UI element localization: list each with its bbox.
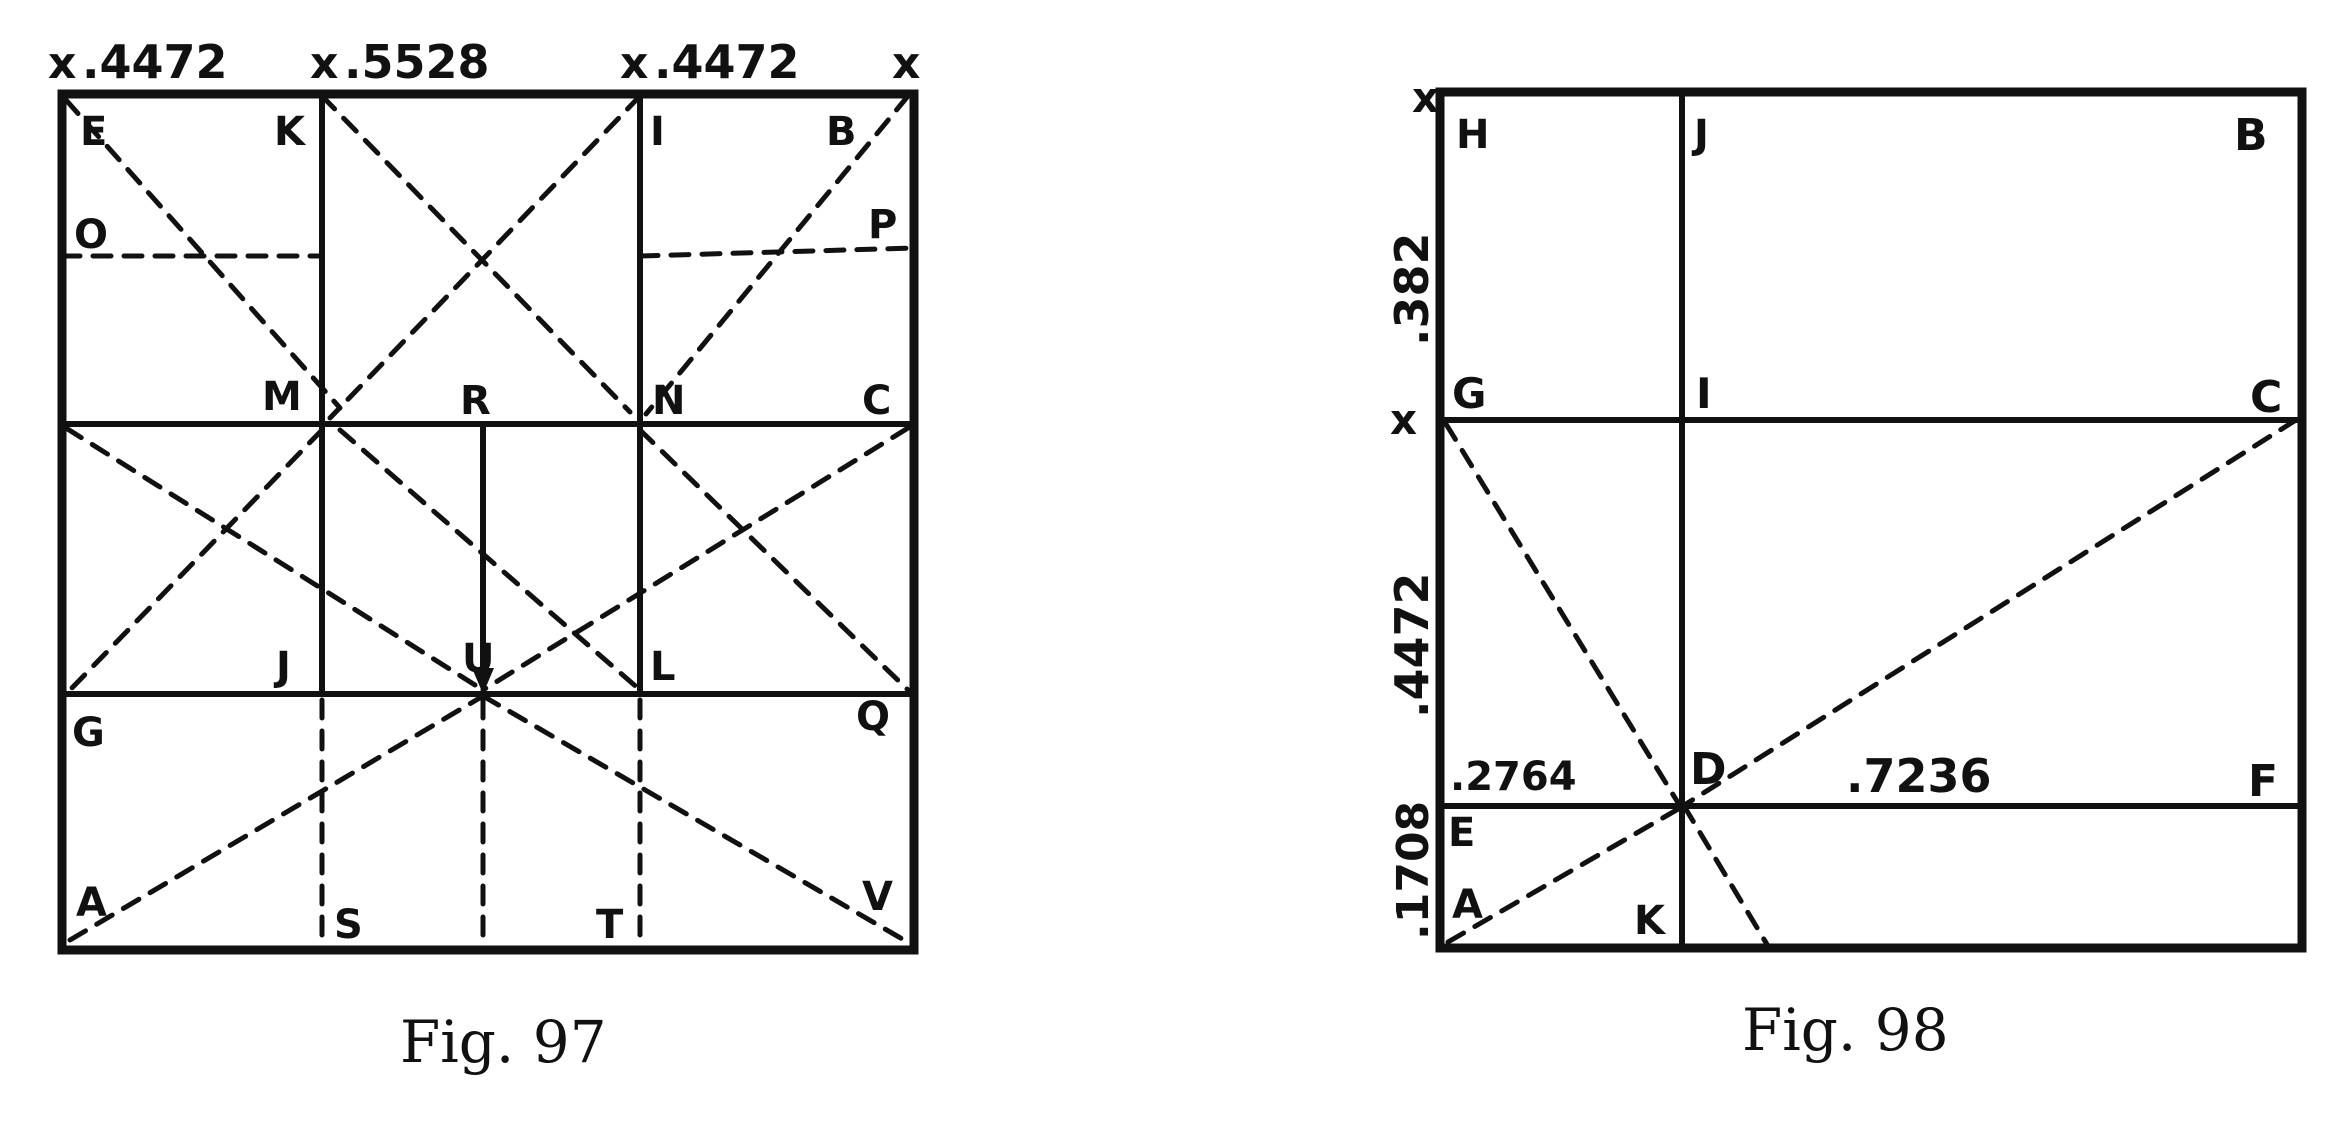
- fig97-label-A: A: [76, 880, 107, 926]
- fig97-dim-4472b: .4472: [654, 35, 800, 89]
- fig98-dash-D-bottom: [1681, 803, 1771, 949]
- fig98-dim-1708: .1708: [1388, 801, 1439, 940]
- fig98-label-B: B: [2234, 110, 2268, 161]
- fig98-label-E: E: [1448, 810, 1475, 856]
- fig97-dash-U-V: [480, 693, 907, 943]
- fig97-dash-C-U: [480, 425, 911, 693]
- fig97-dim-x3: x: [620, 38, 648, 89]
- fig97-label-K: K: [274, 109, 307, 155]
- fig97-dim-5528: .5528: [344, 35, 490, 89]
- fig98-dash-A-D: [1445, 805, 1683, 945]
- fig97-dash-I-M: [327, 93, 643, 421]
- fig97-dim-4472a: .4472: [82, 35, 228, 89]
- figure-98: x .382 x .4472 .1708 H J B G I C E D F A…: [1385, 73, 2307, 1064]
- fig98-label-I: I: [1696, 369, 1712, 418]
- fig97-dash-K-N: [319, 93, 633, 415]
- fig98-label-D: D: [1690, 744, 1727, 795]
- fig98-label-J: J: [1691, 112, 1709, 158]
- fig97-label-N: N: [652, 378, 685, 424]
- fig97-caption: Fig. 97: [400, 1008, 607, 1076]
- fig98-dash-C-D: [1683, 417, 2299, 807]
- fig97-label-E: E: [80, 109, 107, 155]
- fig97-label-T: T: [596, 902, 624, 948]
- fig97-label-M: M: [262, 374, 302, 420]
- fig97-dash-N-Q: [637, 427, 911, 693]
- fig98-label-K: K: [1634, 898, 1667, 944]
- fig97-label-B: B: [826, 109, 857, 155]
- fig98-dim-2764: .2764: [1450, 754, 1577, 800]
- fig97-dash-G-U: [63, 425, 486, 693]
- fig97-label-Q: Q: [856, 694, 890, 740]
- figure-97: x .4472 x .5528 x .4472 x E K I B O P M …: [48, 35, 920, 1076]
- fig97-dim-x4: x: [892, 38, 920, 89]
- fig97-label-U: U: [462, 636, 494, 682]
- fig97-dash-E-M: [63, 97, 343, 411]
- fig98-dim-4472: .4472: [1385, 572, 1439, 718]
- fig98-label-F: F: [2248, 756, 2278, 807]
- fig97-label-J: J: [273, 644, 291, 690]
- fig97-label-P: P: [868, 202, 897, 248]
- fig98-caption: Fig. 98: [1742, 996, 1949, 1064]
- fig97-dash-M-G: [67, 427, 325, 693]
- fig97-label-L: L: [650, 644, 676, 690]
- fig97-arrowhead-U: [472, 668, 494, 694]
- fig98-label-C: C: [2250, 372, 2282, 423]
- fig98-dim-382: .382: [1385, 233, 1439, 347]
- fig97-label-I: I: [650, 109, 665, 155]
- fig97-dash-B-N: [643, 93, 911, 417]
- fig98-dim-7236: .7236: [1846, 749, 1992, 803]
- fig97-label-V: V: [862, 874, 893, 920]
- fig97-label-O: O: [74, 212, 108, 258]
- fig97-dim-x2: x: [310, 38, 338, 89]
- fig98-dash-G-D: [1443, 421, 1683, 809]
- fig98-outer-rect: [1435, 87, 2307, 953]
- fig97-dim-x1: x: [48, 38, 76, 89]
- fig97-dash-M-L: [337, 427, 643, 693]
- fig98-label-A: A: [1452, 882, 1483, 928]
- fig97-label-C: C: [862, 378, 891, 424]
- fig98-dim-x-mid: x: [1390, 395, 1417, 444]
- fig98-dim-x-top: x: [1412, 73, 1439, 122]
- fig97-label-S: S: [334, 902, 363, 948]
- fig97-outer-square: [57, 89, 919, 955]
- fig98-label-G: G: [1452, 369, 1486, 418]
- fig97-dash-A-U: [67, 693, 486, 943]
- fig98-label-H: H: [1456, 112, 1489, 158]
- fig97-label-G: G: [72, 710, 105, 756]
- fig97-label-R: R: [460, 378, 491, 424]
